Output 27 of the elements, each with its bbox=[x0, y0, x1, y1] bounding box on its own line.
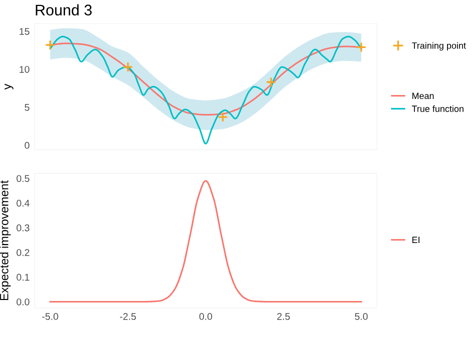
y-tick-label: 0.2 bbox=[16, 249, 30, 256]
point bbox=[266, 76, 276, 88]
y-axis-title: y bbox=[4, 84, 14, 90]
point bbox=[122, 62, 134, 72]
chart-title: Round 3 bbox=[36, 4, 92, 16]
y-tick-label: 0.1 bbox=[16, 274, 30, 281]
y-tick-label: 15 bbox=[20, 28, 30, 35]
legend-label: True function bbox=[412, 105, 464, 112]
y-tick-label: 0.3 bbox=[16, 224, 30, 232]
x-tick-label: 5.0 bbox=[354, 313, 368, 320]
point bbox=[356, 42, 366, 52]
legend-label: EI bbox=[412, 236, 420, 243]
point bbox=[218, 112, 228, 122]
y-axis-title: Expected improvement bbox=[0, 180, 11, 300]
y-tick-label: 0.0 bbox=[16, 298, 30, 306]
legend-label: Training point bbox=[412, 42, 466, 51]
x-tick-label: 0.0 bbox=[199, 313, 212, 320]
y-tick-label: 0 bbox=[24, 142, 30, 149]
y-tick-label: 0.5 bbox=[16, 175, 30, 182]
x-tick-label: -5.0 bbox=[42, 313, 58, 320]
y-tick-label: 10 bbox=[20, 66, 30, 73]
y-tick-label: 0.4 bbox=[16, 200, 30, 207]
y-tick-label: 5 bbox=[24, 104, 30, 111]
x-tick-label: -2.5 bbox=[120, 313, 136, 320]
legend-label: Mean bbox=[412, 92, 434, 100]
x-tick-label: 2.5 bbox=[277, 313, 290, 320]
point bbox=[44, 40, 56, 50]
